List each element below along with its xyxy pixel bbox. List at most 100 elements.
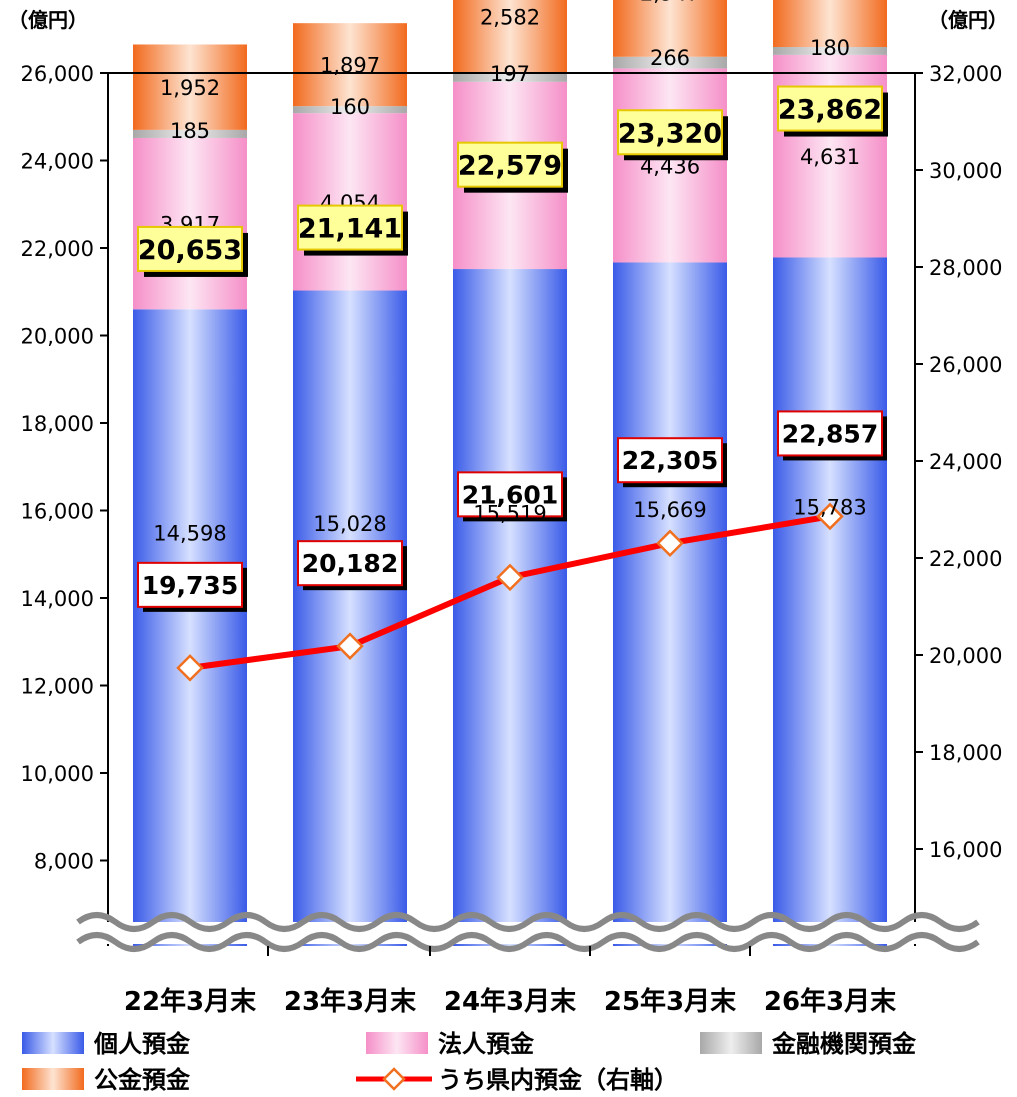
category-label-5: 26年3月末 (764, 986, 897, 1017)
segment-label-4-3: 2,582 (480, 6, 540, 30)
legend-label-2: 法人預金 (438, 1030, 535, 1058)
legend-swatch-1 (22, 1032, 84, 1054)
axis-break-wave (76, 912, 980, 952)
line-value-label-5: 22,857 (782, 419, 878, 448)
line-point-4 (656, 529, 684, 557)
bar-3-3 (453, 73, 567, 82)
left-tick-label-1: 8,000 (34, 850, 94, 874)
bar-2-1 (133, 137, 247, 310)
legend-swatch-3 (700, 1032, 762, 1054)
category-label-4: 25年3月末 (604, 986, 737, 1017)
right-tick-label-6: 26,000 (929, 353, 1002, 377)
right-tick-label-1: 16,000 (929, 838, 1002, 862)
line-box-1 (137, 561, 243, 608)
wave-line-upper (76, 912, 980, 932)
right-tick-label-8: 30,000 (929, 159, 1002, 183)
right-tick-label-3: 20,000 (929, 644, 1002, 668)
right-axis-unit: （億円） (928, 8, 1008, 32)
line-box-5 (777, 410, 883, 457)
line-series-layer: 19,735 20,182 21,601 22,305 22,857 (137, 410, 887, 682)
line-value-label-3: 21,601 (462, 480, 558, 509)
bar-4-2 (293, 23, 407, 107)
segment-label-1-5: 15,783 (793, 495, 866, 519)
legend-label-4: 公金預金 (94, 1066, 191, 1094)
segment-label-2-5: 4,631 (800, 145, 860, 169)
labels-layer: 14,5983,9171851,95220,65315,0284,0541601… (137, 0, 888, 545)
bar-2-4 (613, 68, 727, 263)
line-box-3 (457, 471, 563, 518)
left-tick-label-3: 12,000 (21, 675, 94, 699)
total-box-3 (457, 141, 563, 188)
segment-label-3-5: 180 (810, 36, 850, 60)
total-label-3: 22,579 (458, 151, 562, 182)
legend-label-5: うち県内預金（右軸） (438, 1066, 678, 1094)
left-tick-label-6: 18,000 (21, 412, 94, 436)
line-point-1 (176, 654, 204, 682)
category-label-1: 22年3月末 (124, 986, 257, 1017)
total-box-1 (137, 225, 243, 272)
segment-label-4-2: 1,897 (320, 54, 380, 78)
right-tick-label-7: 28,000 (929, 256, 1002, 280)
line-point-5 (816, 502, 844, 531)
bar-3-4 (613, 56, 727, 69)
total-label-5: 23,862 (778, 95, 882, 126)
total-label-4: 23,320 (618, 118, 722, 149)
bar-1-1 (133, 309, 247, 946)
total-label-1: 20,653 (138, 235, 242, 266)
bar-1-3 (453, 269, 567, 946)
bar-3-1 (133, 129, 247, 138)
bar-4-3 (453, 0, 567, 74)
left-tick-label-4: 14,000 (21, 587, 94, 611)
bars-layer (133, 0, 887, 946)
legend-swatch-4 (22, 1068, 84, 1090)
line-value-label-2: 20,182 (302, 549, 398, 578)
segment-label-3-1: 185 (170, 119, 210, 143)
right-tick-label-2: 18,000 (929, 741, 1002, 765)
left-tick-label-8: 22,000 (21, 237, 94, 261)
bar-3-2 (293, 106, 407, 114)
bar-1-2 (293, 290, 407, 946)
total-box-2 (297, 204, 403, 251)
bar-4-1 (133, 44, 247, 130)
segment-label-1-4: 15,669 (633, 498, 706, 522)
legend-label-3: 金融機関預金 (771, 1030, 917, 1058)
segment-label-1-1: 14,598 (153, 521, 226, 545)
category-label-3: 24年3月末 (444, 986, 577, 1017)
right-tick-label-4: 22,000 (929, 547, 1002, 571)
line-value-label-1: 19,735 (142, 571, 238, 600)
line-box-2 (297, 540, 403, 587)
line-point-2 (336, 632, 364, 660)
segment-label-3-2: 160 (330, 95, 370, 119)
left-tick-label-10: 26,000 (21, 62, 94, 86)
legend-swatch-2 (366, 1032, 428, 1054)
right-tick-label-5: 24,000 (929, 450, 1002, 474)
line-value-label-4: 22,305 (622, 446, 718, 475)
left-tick-label-5: 16,000 (21, 500, 94, 524)
left-axis-unit: （億円） (8, 8, 88, 32)
left-tick-label-2: 10,000 (21, 762, 94, 786)
bar-2-2 (293, 113, 407, 291)
bar-4-5 (773, 0, 887, 48)
bar-1-5 (773, 257, 887, 946)
line-point-3 (496, 563, 524, 592)
segment-label-1-3: 15,519 (473, 501, 546, 525)
axis-ticks: 8,000 10,000 12,000 14,000 16,000 18,000 20,00… (21, 62, 1003, 1017)
left-tick-label-7: 20,000 (21, 325, 94, 349)
legend-label-1: 個人預金 (93, 1030, 191, 1058)
legend-line-marker (382, 1067, 406, 1091)
right-tick-label-9: 32,000 (929, 62, 1002, 86)
segment-label-4-1: 1,952 (160, 76, 220, 100)
total-label-2: 21,141 (298, 214, 402, 245)
segment-label-4-4: 2,947 (640, 0, 700, 5)
bar-1-4 (613, 262, 727, 946)
total-box-5 (777, 85, 883, 132)
wave-line-lower (76, 932, 980, 952)
segment-label-3-3: 197 (490, 62, 530, 86)
line-box-4 (617, 437, 723, 484)
left-tick-label-9: 24,000 (21, 150, 94, 174)
segment-label-3-4: 266 (650, 46, 690, 70)
bar-4-4 (613, 0, 727, 57)
category-label-2: 23年3月末 (284, 986, 417, 1017)
